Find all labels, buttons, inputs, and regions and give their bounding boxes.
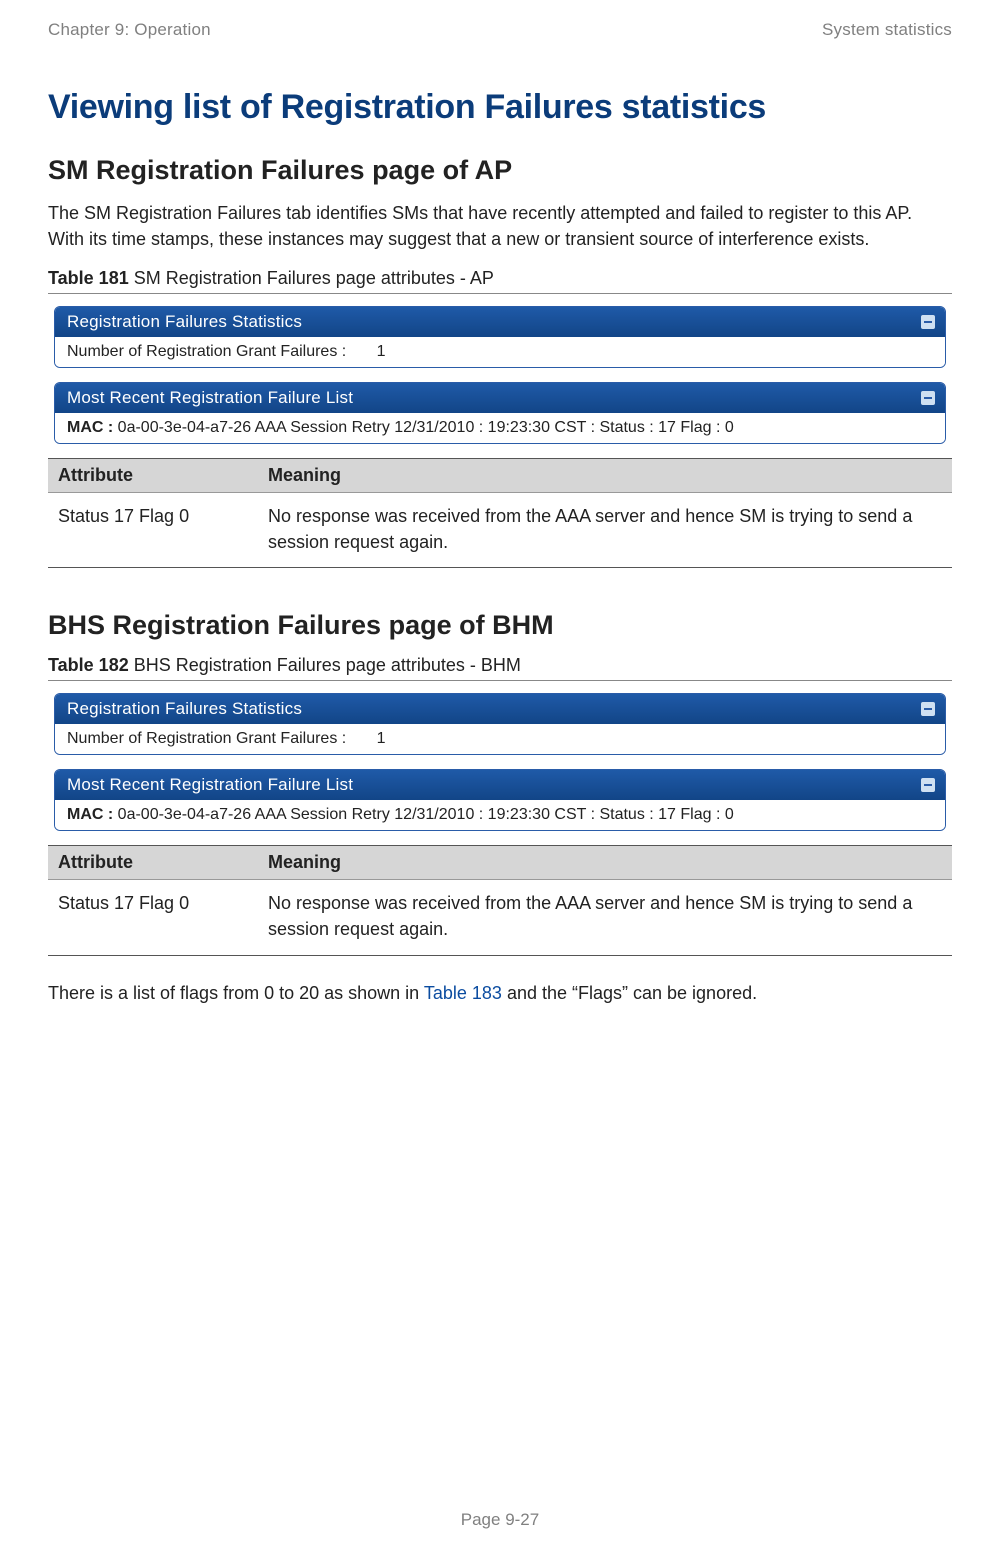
panel-body: Number of Registration Grant Failures : …	[55, 337, 945, 367]
cell-meaning: No response was received from the AAA se…	[258, 880, 952, 955]
cell-attribute: Status 17 Flag 0	[48, 880, 258, 955]
mac-details: 0a-00-3e-04-a7-26 AAA Session Retry 12/3…	[113, 806, 734, 823]
mac-label: MAC :	[67, 419, 113, 436]
table181: Attribute Meaning Status 17 Flag 0 No re…	[48, 458, 952, 568]
grant-failures-value: 1	[377, 343, 386, 361]
section1-intro: The SM Registration Failures tab identif…	[48, 200, 952, 252]
caption-rule	[48, 680, 952, 681]
section1-heading: SM Registration Failures page of AP	[48, 155, 952, 186]
table-row: Status 17 Flag 0 No response was receive…	[48, 493, 952, 568]
table-row: Status 17 Flag 0 No response was receive…	[48, 880, 952, 955]
panel-header: Registration Failures Statistics	[55, 694, 945, 724]
grant-failures-label: Number of Registration Grant Failures :	[67, 343, 346, 361]
table181-caption: Table 181 SM Registration Failures page …	[48, 268, 952, 289]
panel-title: Registration Failures Statistics	[67, 312, 302, 332]
panel-body: MAC : 0a-00-3e-04-a7-26 AAA Session Retr…	[55, 413, 945, 443]
panel-header: Most Recent Registration Failure List	[55, 383, 945, 413]
panel-body: MAC : 0a-00-3e-04-a7-26 AAA Session Retr…	[55, 800, 945, 830]
note-post: and the “Flags” can be ignored.	[502, 983, 757, 1003]
collapse-icon[interactable]	[921, 391, 935, 405]
panel-title: Most Recent Registration Failure List	[67, 775, 353, 795]
col-attribute: Attribute	[48, 846, 258, 880]
section2-heading: BHS Registration Failures page of BHM	[48, 610, 952, 641]
col-meaning: Meaning	[258, 846, 952, 880]
mac-label: MAC :	[67, 806, 113, 823]
note-pre: There is a list of flags from 0 to 20 as…	[48, 983, 424, 1003]
table182-caption: Table 182 BHS Registration Failures page…	[48, 655, 952, 676]
recent-failure-list-panel: Most Recent Registration Failure List MA…	[54, 382, 946, 444]
panel-title: Registration Failures Statistics	[67, 699, 302, 719]
cell-attribute: Status 17 Flag 0	[48, 493, 258, 568]
section1-panels: Registration Failures Statistics Number …	[48, 306, 952, 444]
page-footer: Page 9-27	[0, 1510, 1000, 1530]
table181-title: SM Registration Failures page attributes…	[129, 268, 494, 288]
panel-header: Most Recent Registration Failure List	[55, 770, 945, 800]
header-right: System statistics	[822, 20, 952, 40]
mac-details: 0a-00-3e-04-a7-26 AAA Session Retry 12/3…	[113, 419, 734, 436]
table182: Attribute Meaning Status 17 Flag 0 No re…	[48, 845, 952, 955]
collapse-icon[interactable]	[921, 315, 935, 329]
table182-title: BHS Registration Failures page attribute…	[129, 655, 521, 675]
table183-link[interactable]: Table 183	[424, 983, 502, 1003]
collapse-icon[interactable]	[921, 702, 935, 716]
col-attribute: Attribute	[48, 459, 258, 493]
flags-note: There is a list of flags from 0 to 20 as…	[48, 980, 952, 1006]
cell-meaning: No response was received from the AAA se…	[258, 493, 952, 568]
table-header-row: Attribute Meaning	[48, 459, 952, 493]
recent-failure-list-panel: Most Recent Registration Failure List MA…	[54, 769, 946, 831]
table182-number: Table 182	[48, 655, 129, 675]
section2-panels: Registration Failures Statistics Number …	[48, 693, 952, 831]
grant-failures-label: Number of Registration Grant Failures :	[67, 730, 346, 748]
reg-failures-stats-panel: Registration Failures Statistics Number …	[54, 306, 946, 368]
collapse-icon[interactable]	[921, 778, 935, 792]
col-meaning: Meaning	[258, 459, 952, 493]
panel-header: Registration Failures Statistics	[55, 307, 945, 337]
grant-failures-value: 1	[377, 730, 386, 748]
caption-rule	[48, 293, 952, 294]
panel-body: Number of Registration Grant Failures : …	[55, 724, 945, 754]
panel-title: Most Recent Registration Failure List	[67, 388, 353, 408]
header-left: Chapter 9: Operation	[48, 20, 211, 40]
reg-failures-stats-panel: Registration Failures Statistics Number …	[54, 693, 946, 755]
page-title: Viewing list of Registration Failures st…	[48, 88, 952, 127]
table181-number: Table 181	[48, 268, 129, 288]
page-header: Chapter 9: Operation System statistics	[48, 20, 952, 40]
table-header-row: Attribute Meaning	[48, 846, 952, 880]
